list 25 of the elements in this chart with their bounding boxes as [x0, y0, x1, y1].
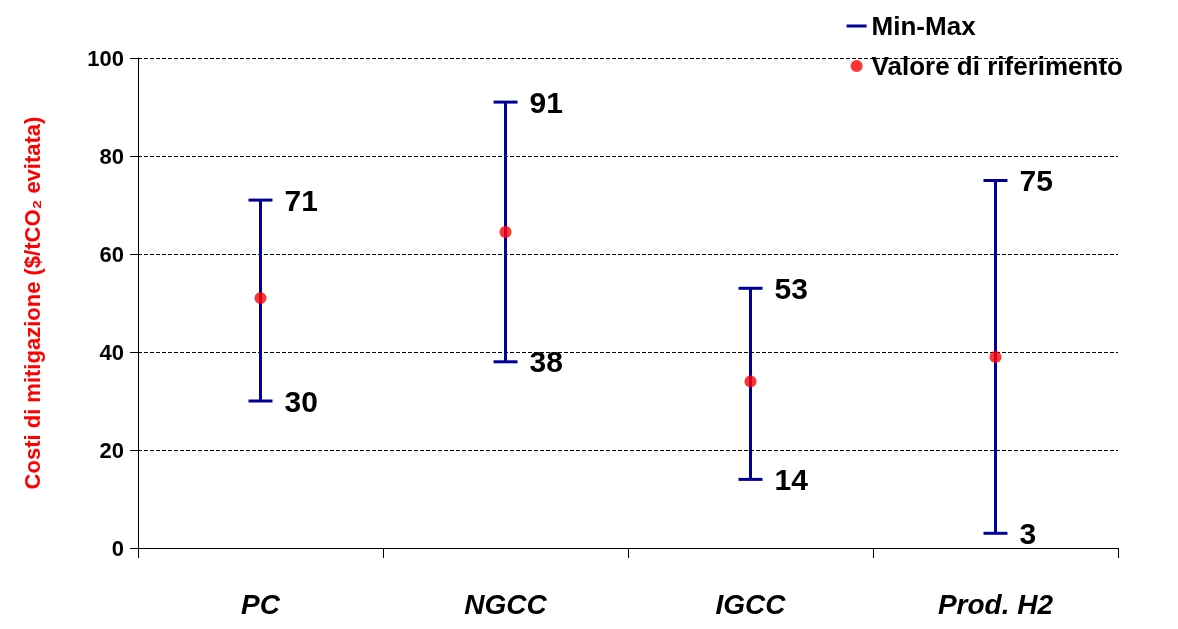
annotation: 91	[529, 85, 563, 119]
legend-label: Valore di riferimento	[871, 51, 1123, 81]
annotation: 71	[284, 183, 318, 217]
point	[254, 292, 267, 305]
x-tick-label: PC	[241, 588, 281, 620]
legend-label: Min-Max	[871, 11, 977, 41]
annotation: 75	[1019, 164, 1053, 197]
y-tick-label: 100	[87, 45, 124, 71]
y-tick-label: 20	[99, 437, 124, 463]
x-tick-label: IGCC	[715, 588, 787, 620]
y-tick-label: 60	[99, 241, 124, 267]
y-tick-label: 80	[99, 143, 124, 169]
annotation: 14	[774, 462, 809, 496]
annotation: 30	[284, 384, 318, 418]
point	[744, 375, 757, 388]
annotation: 53	[774, 271, 808, 305]
y-tick-label: 0	[111, 535, 124, 561]
y-axis-title: Costi di mitigazione ($/tCO₂ evitata)	[19, 116, 45, 490]
annotation: 3	[1019, 516, 1037, 550]
x-tick-label: Prod. H2	[937, 588, 1054, 620]
annotation: 38	[529, 345, 563, 379]
point	[499, 225, 512, 238]
point	[989, 350, 1002, 363]
y-tick-label: 40	[99, 339, 124, 365]
x-tick-label: NGCC	[464, 588, 548, 620]
